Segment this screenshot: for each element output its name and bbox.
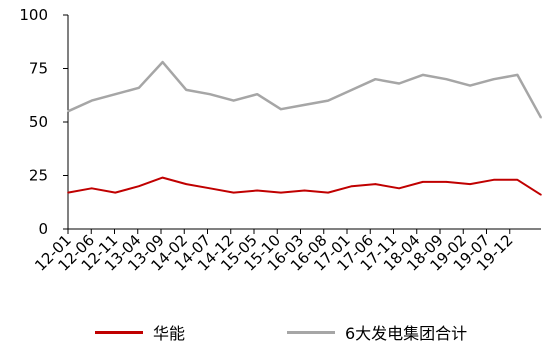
legend-item-six-groups: 6大发电集团合计	[287, 318, 467, 346]
data-point-huaneng	[232, 191, 235, 194]
data-point-six-groups	[256, 93, 259, 95]
y-tick-label: 50	[29, 113, 48, 131]
data-point-huaneng	[209, 187, 211, 190]
data-point-huaneng	[67, 191, 69, 194]
data-point-six-groups	[492, 78, 495, 80]
legend-item-huaneng: 华能	[95, 318, 185, 346]
data-point-six-groups	[161, 61, 164, 63]
y-tick-label: 0	[38, 220, 48, 238]
data-point-six-groups	[398, 82, 400, 85]
data-point-six-groups	[138, 86, 140, 89]
data-point-huaneng	[256, 189, 259, 192]
data-point-six-groups	[209, 93, 211, 95]
data-point-six-groups	[114, 93, 117, 95]
data-point-six-groups	[351, 89, 353, 91]
data-point-huaneng	[161, 176, 164, 179]
data-point-huaneng	[398, 187, 400, 190]
data-point-huaneng	[445, 181, 448, 183]
y-tick-label: 25	[29, 167, 48, 185]
series-line-six-groups	[67, 60, 543, 119]
data-point-six-groups	[469, 84, 471, 87]
x-tick-labels: 12-0112-0612-1113-0413-0914-0214-0714-12…	[31, 231, 516, 275]
data-point-huaneng	[138, 185, 140, 187]
data-point-six-groups	[232, 99, 235, 102]
data-point-huaneng	[114, 191, 117, 194]
data-point-six-groups	[327, 99, 329, 102]
series-layer	[67, 60, 543, 196]
data-point-huaneng	[351, 185, 353, 187]
data-point-huaneng	[303, 189, 306, 192]
data-point-huaneng	[185, 183, 188, 185]
data-point-six-groups	[185, 89, 188, 91]
data-point-six-groups	[67, 110, 69, 113]
data-point-huaneng	[492, 178, 495, 181]
data-point-huaneng	[280, 191, 282, 194]
data-point-huaneng	[421, 181, 424, 183]
data-point-six-groups	[374, 78, 377, 80]
y-tick-labels: 0 25 50 75 100	[19, 6, 48, 238]
data-point-six-groups	[445, 78, 448, 80]
data-point-huaneng	[516, 178, 519, 181]
data-point-six-groups	[303, 104, 306, 106]
legend-label-huaneng: 华能	[153, 324, 186, 343]
y-tick-label: 100	[19, 6, 48, 24]
axes	[63, 14, 541, 234]
data-point-six-groups	[280, 108, 282, 110]
data-point-huaneng	[469, 183, 471, 185]
data-point-huaneng	[374, 183, 377, 185]
y-tick-label: 75	[29, 60, 48, 78]
data-point-huaneng	[327, 191, 329, 194]
data-point-six-groups	[516, 74, 519, 76]
legend-swatch-six-groups	[287, 330, 335, 334]
legend-label-six-groups: 6大发电集团合计	[345, 324, 468, 343]
data-point-six-groups	[540, 116, 542, 119]
data-point-six-groups	[90, 99, 93, 102]
data-point-six-groups	[421, 74, 424, 76]
data-point-huaneng	[540, 193, 542, 196]
legend: 华能 6大发电集团合计	[0, 318, 545, 346]
legend-swatch-huaneng	[95, 330, 143, 334]
data-point-huaneng	[90, 187, 93, 190]
